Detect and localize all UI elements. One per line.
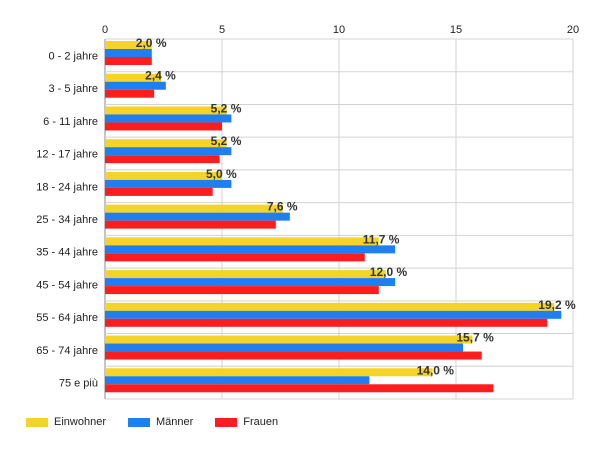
bar-einwohner-7[interactable] (105, 270, 386, 279)
category-label: 25 - 34 jahre (36, 214, 98, 226)
legend-item-maenner[interactable]: Männer (127, 416, 194, 428)
category-label: 65 - 74 jahre (36, 345, 98, 357)
data-label: 14,0 % (417, 363, 455, 377)
category-label: 12 - 17 jahre (36, 149, 98, 161)
data-label: 19,2 % (538, 298, 576, 312)
bar-frauen-8[interactable] (105, 318, 548, 327)
bars (105, 41, 562, 393)
bar-einwohner-8[interactable] (105, 302, 555, 311)
data-label: 2,0 % (136, 36, 167, 50)
legend-swatch-frauen (215, 417, 238, 427)
bar-einwohner-1[interactable] (105, 73, 162, 82)
bar-einwohner-3[interactable] (105, 139, 227, 148)
bar-frauen-1[interactable] (105, 89, 155, 98)
bar-mnner-8[interactable] (105, 310, 562, 319)
bar-einwohner-9[interactable] (105, 335, 473, 344)
bar-einwohner-10[interactable] (105, 368, 433, 377)
data-label: 7,6 % (267, 200, 298, 214)
bar-einwohner-6[interactable] (105, 237, 379, 246)
bar-einwohner-5[interactable] (105, 204, 283, 213)
bar-frauen-10[interactable] (105, 384, 494, 393)
bar-frauen-9[interactable] (105, 351, 482, 360)
bar-einwohner-4[interactable] (105, 171, 222, 180)
category-label: 45 - 54 jahre (36, 279, 98, 291)
data-label: 12,0 % (370, 265, 408, 279)
category-label: 18 - 24 jahre (36, 181, 98, 193)
category-label: 75 e più (59, 378, 98, 390)
bar-einwohner-2[interactable] (105, 106, 227, 115)
bar-mnner-1[interactable] (105, 81, 166, 90)
data-label: 5,2 % (211, 134, 242, 148)
legend-label-maenner: Männer (155, 416, 194, 428)
bar-frauen-3[interactable] (105, 155, 220, 164)
y-axis-categories: 0 - 2 jahre 3 - 5 jahre 6 - 11 jahre 12 - 1… (36, 50, 98, 389)
data-label: 2,4 % (145, 69, 176, 83)
grid-lines (104, 38, 574, 400)
legend-swatch-maenner (127, 417, 150, 427)
legend: Einwohner Männer Frauen (26, 416, 300, 428)
bar-mnner-5[interactable] (105, 212, 290, 221)
bar-mnner-3[interactable] (105, 147, 232, 156)
legend-item-frauen[interactable]: Frauen (215, 416, 278, 428)
bar-mnner-7[interactable] (105, 278, 396, 287)
x-tick-label: 0 (102, 24, 108, 36)
data-label: 5,2 % (211, 101, 242, 115)
x-tick-label: 10 (333, 24, 345, 36)
legend-label-frauen: Frauen (243, 416, 279, 428)
bar-mnner-2[interactable] (105, 114, 232, 123)
bar-mnner-10[interactable] (105, 376, 370, 385)
x-tick-label: 20 (567, 24, 579, 36)
x-tick-label: 15 (450, 24, 462, 36)
bar-frauen-0[interactable] (105, 57, 152, 65)
x-axis-ticks: 0 5 10 15 20 (102, 24, 579, 36)
data-labels: 2,0 % 2,4 % 5,2 % 5,2 % 5,0 % 7,6 % 11,7 % 12,0… (136, 36, 576, 377)
data-label: 5,0 % (206, 167, 237, 181)
category-label: 3 - 5 jahre (48, 83, 98, 95)
bar-frauen-5[interactable] (105, 220, 276, 229)
bar-mnner-6[interactable] (105, 245, 396, 254)
bar-frauen-6[interactable] (105, 253, 365, 262)
bar-frauen-2[interactable] (105, 122, 222, 131)
category-label: 0 - 2 jahre (48, 50, 98, 62)
category-label: 35 - 44 jahre (36, 247, 98, 259)
x-tick-label: 5 (219, 24, 225, 36)
bar-mnner-9[interactable] (105, 343, 464, 352)
data-label: 15,7 % (456, 331, 494, 345)
legend-swatch-einwohner (26, 417, 48, 427)
bar-frauen-7[interactable] (105, 286, 379, 295)
category-label: 55 - 64 jahre (36, 312, 98, 324)
bar-einwohner-0[interactable] (105, 41, 152, 49)
bar-mnner-4[interactable] (105, 179, 232, 188)
data-label: 11,7 % (363, 232, 400, 246)
legend-label-einwohner: Einwohner (54, 416, 106, 428)
legend-item-einwohner[interactable]: Einwohner (26, 416, 106, 428)
category-label: 6 - 11 jahre (43, 116, 98, 128)
bar-mnner-0[interactable] (105, 49, 152, 57)
bar-frauen-4[interactable] (105, 187, 213, 196)
